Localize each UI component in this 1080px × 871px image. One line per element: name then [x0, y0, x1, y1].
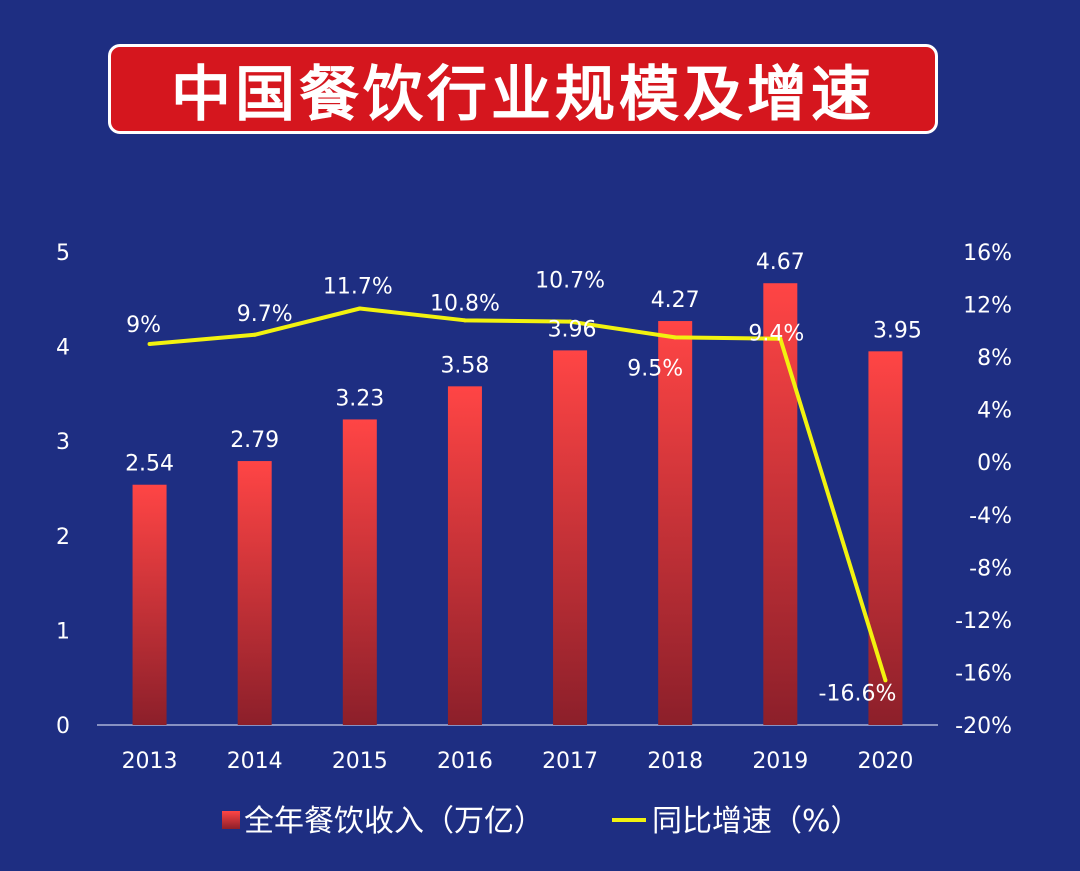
bar-2019 — [763, 283, 798, 725]
y-left-tick-label: 1 — [56, 619, 70, 644]
growth-point-2019 — [778, 336, 783, 341]
legend-bar-label: 全年餐饮收入（万亿） — [244, 804, 544, 839]
line-value-label: 10.7% — [535, 269, 605, 294]
growth-point-2015 — [357, 306, 362, 311]
bar-2016 — [447, 386, 482, 725]
line-value-label: 11.7% — [323, 274, 393, 299]
bar-value-label: 3.96 — [548, 317, 597, 342]
bar-2015 — [342, 419, 377, 725]
y-right-tick-label: 8% — [977, 346, 1012, 371]
line-value-label: -16.6% — [819, 681, 897, 706]
y-right-tick-label: -8% — [969, 556, 1012, 581]
bar-value-label: 3.58 — [440, 353, 489, 378]
y-right-tick-label: -4% — [969, 504, 1012, 529]
y-left-tick-label: 2 — [56, 525, 70, 550]
x-tick-label: 2020 — [857, 749, 913, 774]
growth-line — [149, 306, 888, 681]
bar-2018 — [658, 321, 693, 725]
y-right-tick-label: -16% — [955, 661, 1012, 686]
bar-2020 — [868, 351, 903, 725]
y-left-tick-label: 5 — [56, 241, 70, 266]
line-value-label: 10.8% — [430, 291, 500, 316]
x-tick-label: 2013 — [122, 749, 178, 774]
y-left-tick-label: 4 — [56, 336, 70, 361]
x-tick-label: 2017 — [542, 749, 598, 774]
chart-title: 中国餐饮行业规模及增速 — [171, 59, 875, 130]
line-value-label: 9.5% — [627, 356, 683, 381]
bar-value-label: 4.27 — [651, 288, 700, 313]
legend-line-label: 同比增速（%） — [652, 804, 861, 839]
title-banner: 中国餐饮行业规模及增速 — [108, 44, 938, 134]
y-right-tick-label: 0% — [977, 451, 1012, 476]
bar-value-label: 3.95 — [873, 318, 922, 343]
x-tick-label: 2019 — [752, 749, 808, 774]
x-tick-label: 2015 — [332, 749, 388, 774]
x-tick-label: 2018 — [647, 749, 703, 774]
growth-point-2017 — [568, 319, 573, 324]
line-value-label: 9.7% — [237, 302, 293, 327]
bar-2014 — [237, 461, 272, 725]
y-left-tick-label: 3 — [56, 430, 70, 455]
y-right-tick-label: 12% — [963, 294, 1012, 319]
line-value-label: 9% — [126, 313, 161, 338]
line-value-label: 9.4% — [748, 322, 804, 347]
y-right-tick-label: -12% — [955, 609, 1012, 634]
legend-bar-swatch — [222, 811, 240, 829]
y-left-tick-label: 0 — [56, 714, 70, 739]
bar-value-label: 2.54 — [125, 452, 174, 477]
growth-point-2013 — [147, 341, 152, 346]
x-tick-label: 2016 — [437, 749, 493, 774]
bar-value-label: 3.23 — [335, 386, 384, 411]
bar-2013 — [132, 484, 167, 725]
growth-point-2016 — [462, 318, 467, 323]
y-right-tick-label: -20% — [955, 714, 1012, 739]
bar-value-label: 4.67 — [756, 250, 805, 275]
growth-point-2014 — [252, 332, 257, 337]
bar-2017 — [553, 350, 588, 725]
bar-value-label: 2.79 — [230, 428, 279, 453]
y-right-tick-label: 4% — [977, 399, 1012, 424]
growth-point-2020 — [883, 678, 888, 683]
growth-point-2018 — [673, 335, 678, 340]
y-right-tick-label: 16% — [963, 241, 1012, 266]
x-tick-label: 2014 — [227, 749, 283, 774]
